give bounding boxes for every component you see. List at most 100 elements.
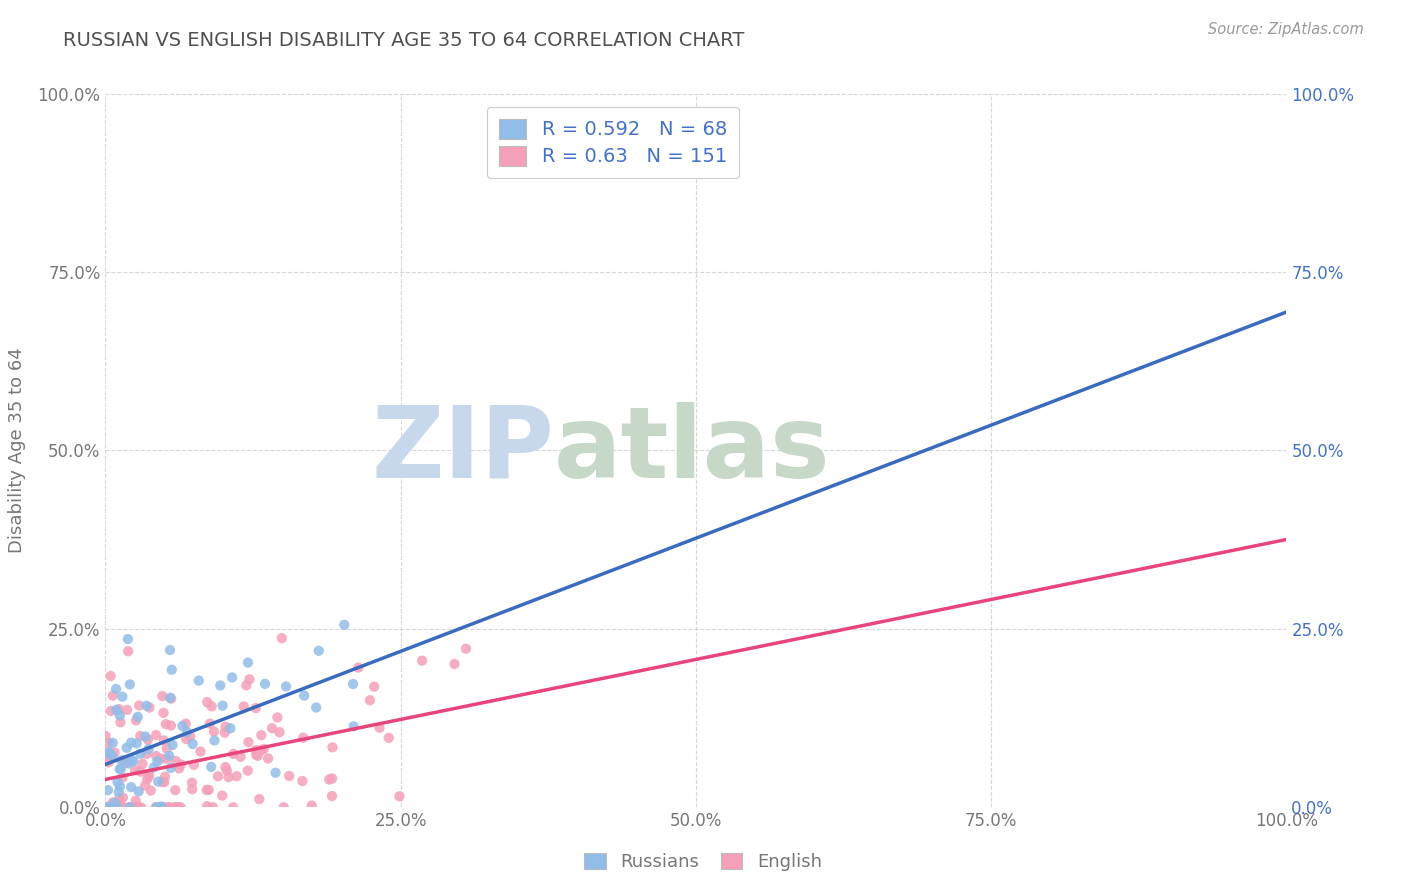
- Point: [111, 690, 134, 704]
- Point: [101, 800, 124, 814]
- Point: [101, 796, 124, 810]
- Point: [165, 800, 187, 814]
- Point: [347, 660, 370, 674]
- Legend: R = 0.592   N = 68, R = 0.63   N = 151: R = 0.592 N = 68, R = 0.63 N = 151: [488, 107, 738, 178]
- Point: [115, 703, 138, 717]
- Point: [155, 752, 177, 766]
- Point: [107, 797, 129, 811]
- Point: [142, 760, 165, 774]
- Point: [97, 800, 120, 814]
- Point: [343, 719, 366, 733]
- Point: [411, 654, 433, 668]
- Point: [236, 764, 259, 778]
- Point: [107, 785, 129, 799]
- Point: [104, 796, 127, 810]
- Point: [108, 791, 131, 805]
- Point: [108, 800, 131, 814]
- Point: [118, 800, 141, 814]
- Point: [152, 733, 174, 747]
- Point: [368, 721, 391, 735]
- Point: [98, 800, 121, 814]
- Point: [250, 728, 273, 742]
- Point: [125, 794, 148, 808]
- Point: [125, 714, 148, 728]
- Text: ZIP: ZIP: [371, 402, 554, 499]
- Point: [148, 800, 170, 814]
- Text: atlas: atlas: [554, 402, 831, 499]
- Point: [321, 772, 343, 786]
- Point: [333, 617, 356, 632]
- Point: [160, 663, 183, 677]
- Point: [136, 772, 159, 786]
- Point: [202, 724, 225, 739]
- Point: [98, 746, 121, 760]
- Point: [120, 780, 142, 794]
- Point: [443, 657, 465, 671]
- Point: [131, 756, 153, 771]
- Point: [159, 690, 181, 705]
- Point: [97, 745, 120, 759]
- Point: [211, 698, 233, 713]
- Point: [174, 716, 197, 731]
- Point: [125, 800, 148, 814]
- Point: [211, 789, 233, 803]
- Point: [157, 748, 180, 763]
- Point: [101, 689, 124, 703]
- Point: [146, 774, 169, 789]
- Point: [118, 677, 141, 691]
- Point: [110, 800, 132, 814]
- Point: [107, 702, 129, 716]
- Point: [222, 747, 245, 761]
- Point: [139, 783, 162, 797]
- Point: [292, 689, 315, 703]
- Point: [97, 736, 120, 750]
- Point: [156, 741, 179, 756]
- Point: [97, 783, 120, 797]
- Point: [187, 673, 209, 688]
- Point: [181, 737, 204, 751]
- Point: [110, 753, 132, 767]
- Point: [100, 704, 122, 718]
- Point: [359, 693, 381, 707]
- Point: [181, 782, 204, 797]
- Point: [222, 800, 245, 814]
- Point: [245, 747, 267, 762]
- Point: [125, 800, 148, 814]
- Point: [167, 800, 190, 814]
- Point: [150, 689, 173, 703]
- Point: [120, 736, 142, 750]
- Point: [247, 792, 270, 806]
- Point: [260, 721, 283, 735]
- Point: [120, 800, 142, 814]
- Point: [100, 669, 122, 683]
- Point: [153, 800, 176, 814]
- Y-axis label: Disability Age 35 to 64: Disability Age 35 to 64: [8, 348, 27, 553]
- Point: [108, 708, 131, 723]
- Point: [97, 800, 120, 814]
- Point: [170, 757, 193, 772]
- Point: [108, 780, 131, 794]
- Point: [377, 731, 399, 745]
- Point: [254, 677, 277, 691]
- Point: [97, 756, 120, 770]
- Point: [115, 756, 138, 770]
- Point: [135, 730, 157, 744]
- Point: [129, 800, 152, 814]
- Point: [97, 800, 120, 814]
- Point: [124, 763, 146, 777]
- Point: [149, 751, 172, 765]
- Point: [145, 748, 167, 763]
- Point: [98, 800, 121, 814]
- Point: [138, 700, 160, 714]
- Point: [195, 799, 218, 814]
- Point: [121, 753, 143, 767]
- Point: [111, 800, 134, 814]
- Point: [162, 738, 184, 752]
- Point: [225, 769, 247, 783]
- Point: [172, 719, 194, 733]
- Point: [110, 715, 132, 730]
- Point: [165, 800, 187, 814]
- Point: [165, 754, 187, 768]
- Point: [149, 799, 172, 814]
- Point: [214, 760, 236, 774]
